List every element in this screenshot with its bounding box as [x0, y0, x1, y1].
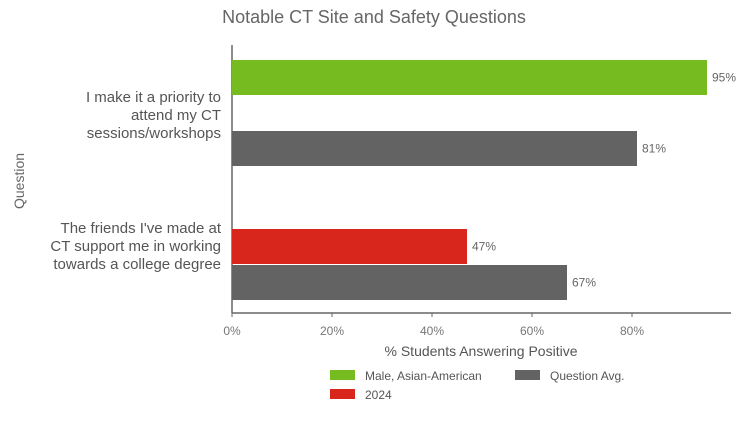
- legend-label: Question Avg.: [550, 369, 625, 383]
- chart-title: Notable CT Site and Safety Questions: [222, 7, 526, 27]
- category-label-line: CT support me in working: [50, 238, 221, 255]
- category-labels: I make it a priority to attend my CT sessi…: [50, 89, 221, 273]
- category-label-line: The friends I've made at: [61, 220, 222, 237]
- x-tick-label: 40%: [420, 324, 444, 338]
- bar: [232, 265, 567, 300]
- x-tick-label: 60%: [520, 324, 544, 338]
- legend-label: Male, Asian-American: [365, 369, 482, 383]
- bars: 95% 81% 47% 67%: [232, 60, 736, 300]
- legend-swatch: [515, 370, 540, 380]
- category-label-line: towards a college degree: [53, 256, 221, 273]
- bar: [232, 229, 467, 264]
- legend-label: 2024: [365, 388, 392, 402]
- category-label: I make it a priority to attend my CT sessi…: [86, 89, 221, 142]
- x-tick-label: 20%: [320, 324, 344, 338]
- bar: [232, 131, 637, 166]
- legend-swatch: [330, 370, 355, 380]
- x-axis-label: % Students Answering Positive: [385, 343, 578, 359]
- y-axis-label: Question: [11, 153, 27, 209]
- data-label: 81%: [642, 142, 666, 156]
- category-label-line: attend my CT: [131, 107, 221, 124]
- category-label-line: I make it a priority to: [86, 89, 221, 106]
- legend-swatch: [330, 389, 355, 399]
- bar: [232, 60, 707, 95]
- legend: Male, Asian-American Question Avg. 2024: [330, 369, 625, 402]
- x-tick-label: 0%: [223, 324, 241, 338]
- data-label: 95%: [712, 71, 736, 85]
- data-label: 47%: [472, 240, 496, 254]
- category-label-line: sessions/workshops: [87, 125, 221, 142]
- category-label: The friends I've made at CT support me in…: [50, 220, 221, 273]
- data-label: 67%: [572, 276, 596, 290]
- x-tick-label: 80%: [620, 324, 644, 338]
